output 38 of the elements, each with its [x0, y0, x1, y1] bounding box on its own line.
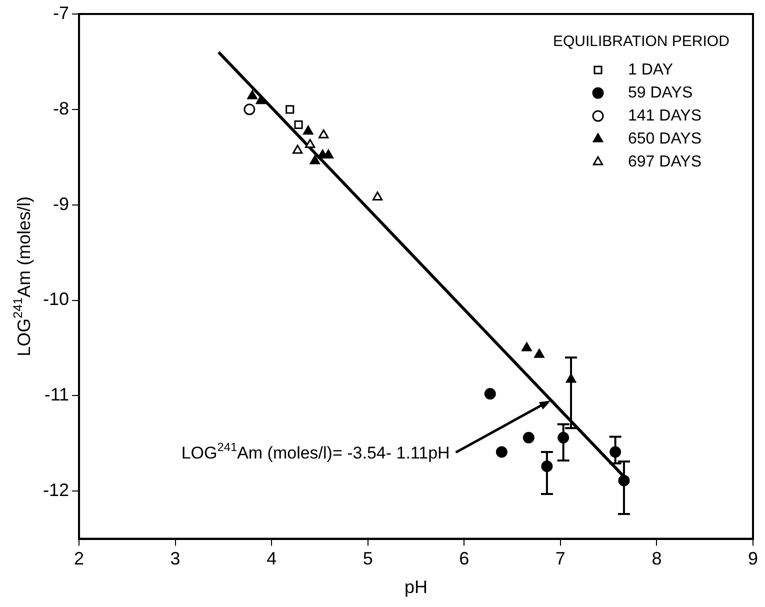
point	[372, 191, 383, 200]
legend-label: 697 DAYS	[628, 153, 702, 170]
legend-label: 59 DAYS	[628, 84, 693, 102]
y-axis-title: LOG241Am (moles/l)	[10, 196, 34, 356]
point	[247, 90, 258, 100]
point	[496, 446, 508, 458]
x-tick-label: 9	[748, 548, 758, 569]
legend-label: 650 DAYS	[628, 130, 702, 148]
point	[534, 348, 544, 358]
y-tick-label: -12	[43, 480, 70, 500]
point	[484, 388, 496, 400]
legend-label: 141 DAYS	[628, 107, 702, 124]
x-axis-title: pH	[404, 577, 428, 598]
y-tick-label: -7	[53, 2, 70, 23]
x-tick-label: 6	[459, 548, 470, 569]
legend-label: 1 DAY	[628, 61, 674, 78]
point	[522, 342, 532, 352]
point	[305, 138, 316, 148]
point	[522, 432, 534, 444]
point	[310, 155, 320, 164]
point	[303, 126, 314, 135]
point	[294, 120, 303, 129]
x-tick-label: 5	[362, 548, 373, 569]
x-tick-label: 8	[652, 548, 662, 569]
x-tick-label: 7	[555, 548, 566, 569]
point	[292, 144, 303, 154]
x-tick-label: 4	[266, 548, 277, 569]
point	[244, 104, 256, 116]
y-tick-label: -11	[44, 384, 70, 405]
point	[318, 129, 329, 138]
point	[286, 105, 294, 114]
legend-title: EQUILIBRATION PERIOD	[553, 33, 730, 50]
point	[256, 95, 266, 104]
x-tick-label: 3	[170, 548, 180, 569]
y-tick-label: -9	[53, 194, 70, 214]
y-tick-label: -10	[43, 289, 70, 310]
y-tick-label: -8	[53, 98, 70, 118]
x-tick-label: 2	[74, 548, 84, 569]
